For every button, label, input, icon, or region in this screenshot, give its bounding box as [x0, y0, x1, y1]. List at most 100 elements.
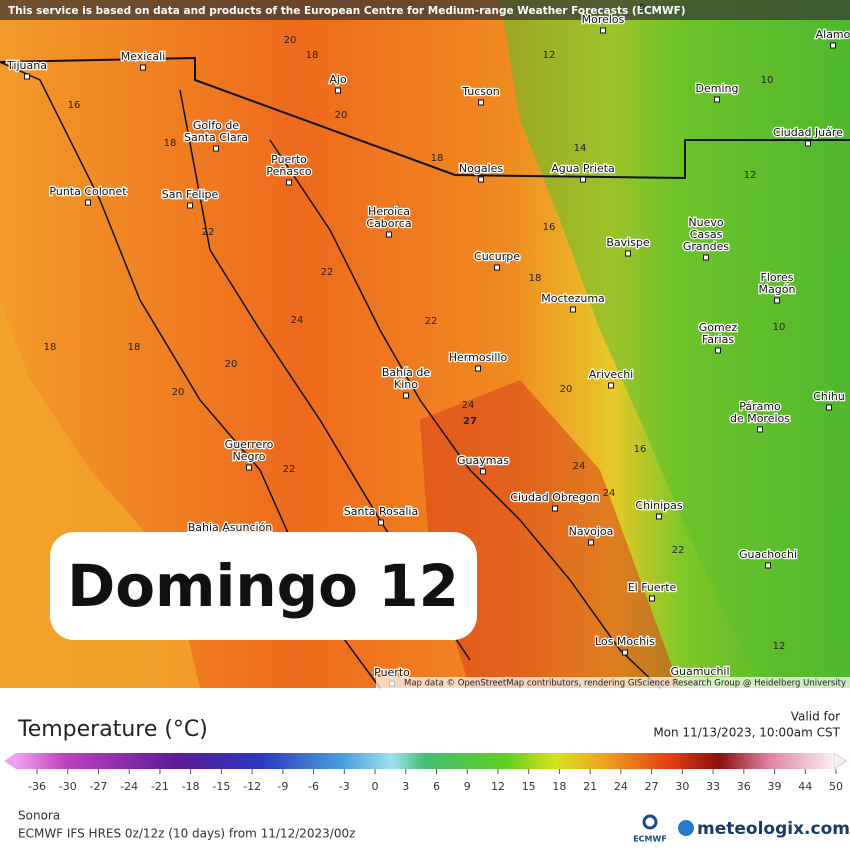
city-label: Deming [696, 82, 739, 95]
city-label: Tijuana [6, 59, 47, 72]
contour-label: 18 [529, 273, 542, 284]
colorbar-tick-label: 21 [583, 780, 597, 793]
contour-label: 22 [672, 545, 685, 556]
contour-label: 12 [744, 170, 757, 181]
city-label: de Morelos [730, 412, 790, 425]
contour-label: 22 [425, 316, 438, 327]
ecmwf-logo: ECMWF [633, 835, 667, 844]
city-marker [715, 347, 721, 354]
cool-area [500, 0, 850, 688]
colorbar-tick-label: 12 [491, 780, 505, 793]
contour-label: 12 [543, 50, 556, 61]
city-marker [478, 99, 484, 106]
city-marker [213, 145, 219, 152]
colorbar-tick-label: -9 [277, 780, 288, 793]
city-marker [826, 404, 832, 411]
city-label: Ajo [329, 73, 347, 86]
city-label: Gomez [699, 321, 738, 334]
ecmwf-icon [642, 814, 658, 830]
city-marker [656, 513, 662, 520]
colorbar-tick-label: 44 [798, 780, 812, 793]
city-label: San Felipe [162, 188, 219, 201]
contour-label: 16 [543, 222, 556, 233]
city-marker [403, 392, 409, 399]
city-marker [703, 254, 709, 261]
contour-label: 14 [574, 143, 587, 154]
colorbar-tick-label: -6 [308, 780, 319, 793]
city-label: Agua Prieta [551, 162, 615, 175]
city-label: Morelos [582, 13, 625, 26]
city-label: Heroica [368, 205, 410, 218]
colorbar [16, 753, 834, 769]
contour-label: 22 [202, 227, 215, 238]
city-marker [386, 231, 392, 238]
city-marker [625, 250, 631, 257]
contour-label: 10 [761, 75, 774, 86]
city-label: Los Mochis [595, 635, 655, 648]
city-marker [187, 202, 193, 209]
city-label: Puerto [374, 666, 410, 679]
city-label: Casas [690, 228, 723, 241]
city-marker [85, 199, 91, 206]
valid-label: Valid for [791, 710, 840, 724]
city-label: Santa Rosalia [344, 505, 418, 518]
model-info: ECMWF IFS HRES 0z/12z (10 days) from 11/… [18, 827, 355, 841]
city-marker [552, 505, 558, 512]
city-marker [830, 42, 836, 49]
colorbar-tick-label: 15 [522, 780, 536, 793]
city-label: Cucurpe [474, 250, 520, 263]
colorbar-tick-label: 24 [614, 780, 628, 793]
contour-label: 18 [44, 342, 57, 353]
city-label: Caborca [366, 217, 411, 230]
colorbar-arrow [833, 752, 847, 770]
city-label: Magón [759, 283, 796, 296]
city-label: Moctezuma [541, 292, 605, 305]
colorbar-tick-label: 3 [402, 780, 409, 793]
city-label: Ciudad Obregon [510, 491, 599, 504]
colorbar-tick-label: 30 [675, 780, 689, 793]
contour-label: 12 [773, 641, 786, 652]
contour-label: 5 [639, 3, 645, 14]
city-label: Farias [702, 333, 734, 346]
city-marker [622, 649, 628, 656]
contour-label: 16 [634, 444, 647, 455]
colorbar-tick-label: -18 [182, 780, 200, 793]
city-label: Navojoa [569, 525, 614, 538]
contour-label: 10 [773, 322, 786, 333]
attribution: Map data © OpenStreetMap contributors, r… [404, 679, 846, 689]
warm-area [420, 380, 680, 688]
colorbar-tick-label: -12 [243, 780, 261, 793]
map: This service is based on data and produc… [0, 0, 850, 689]
overlay-box [50, 532, 477, 640]
contour-label: 27 [463, 416, 477, 427]
banner-background [0, 0, 850, 20]
city-marker [600, 27, 606, 34]
city-marker [588, 539, 594, 546]
city-label: Punta Colonet [49, 185, 127, 198]
city-label: Bahía de [382, 366, 431, 379]
valid-time: Mon 11/13/2023, 10:00am CST [653, 726, 840, 740]
region: Sonora [18, 809, 60, 823]
city-label: Chihu [813, 390, 845, 403]
city-label: Arivechi [589, 368, 633, 381]
city-label: Ciudad Juáre [773, 126, 843, 139]
contour-label: 24 [603, 488, 616, 499]
city-marker [475, 365, 481, 372]
city-marker [774, 297, 780, 304]
city-label: Bavispe [606, 236, 650, 249]
contour-label: 22 [321, 267, 334, 278]
city-label: Guachochi [739, 548, 797, 561]
city-marker [480, 468, 486, 475]
overlay-label: Domingo 12 [67, 552, 459, 620]
city-marker [757, 426, 763, 433]
city-label: Tucson [461, 85, 500, 98]
colorbar-tick-label: 36 [737, 780, 751, 793]
city-label: Guamuchil [670, 665, 729, 678]
city-marker [478, 176, 484, 183]
contour-label: 24 [462, 400, 475, 411]
city-label: Hermosillo [449, 351, 508, 364]
city-marker [649, 595, 655, 602]
border [0, 56, 850, 180]
contour-label: 18 [164, 138, 177, 149]
